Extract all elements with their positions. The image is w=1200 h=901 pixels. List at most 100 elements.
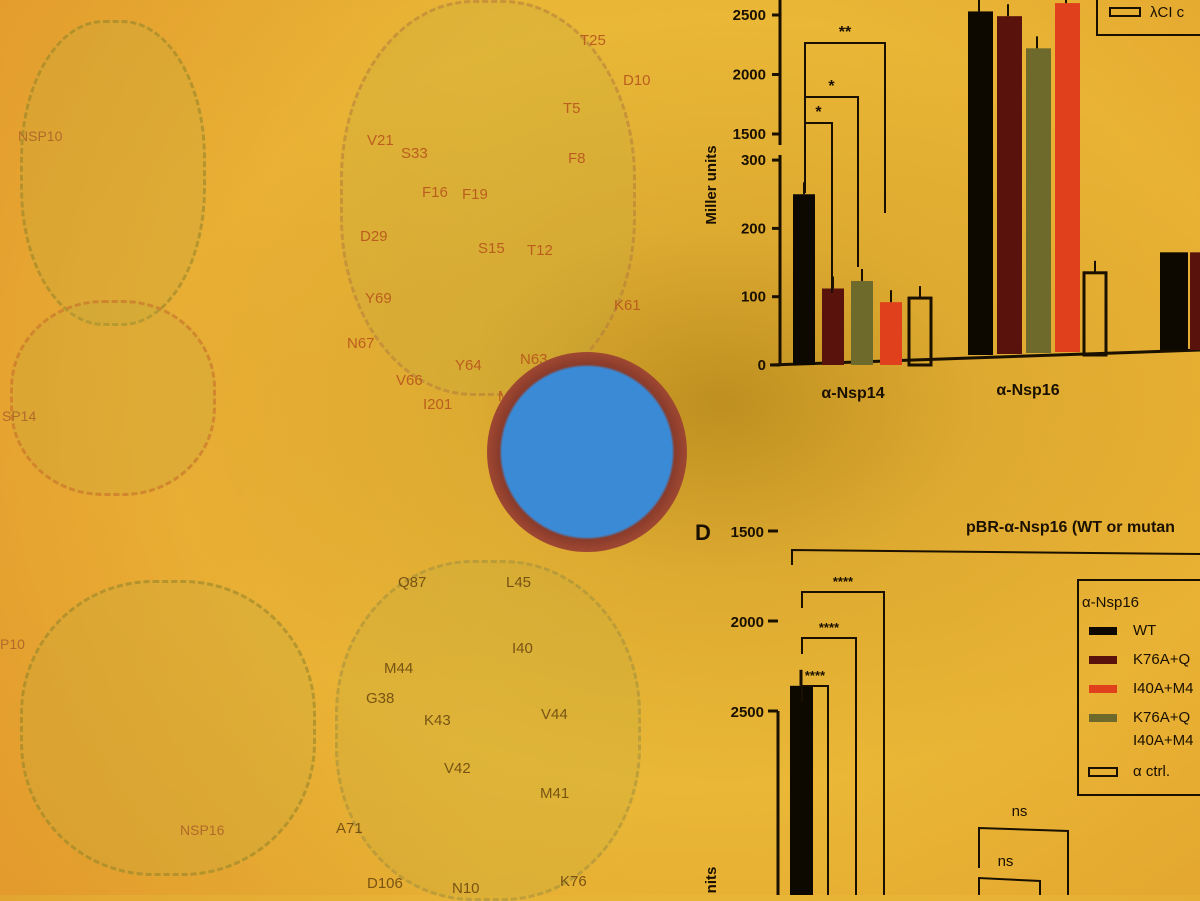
residue-label: F16: [422, 184, 448, 201]
residue-label: T5: [563, 100, 581, 117]
legend-swatch: [1089, 627, 1117, 635]
bar: [1055, 3, 1080, 142]
legend-swatch: [1089, 656, 1117, 664]
category-label: α-Nsp16: [996, 382, 1059, 399]
y-tick-label: 2500: [731, 704, 764, 721]
legend-label: α ctrl.: [1133, 763, 1170, 780]
significance-bracket: [804, 42, 886, 213]
significance-bracket: [978, 876, 1041, 895]
legend-box: [1077, 579, 1200, 796]
legend-label: λCI c: [1150, 4, 1185, 21]
residue-label: K61: [614, 297, 641, 314]
legend-swatch: [1109, 7, 1141, 17]
residue-label: K43: [424, 712, 451, 729]
category-label: α-Nsp14: [821, 385, 884, 402]
top-interface-closeup: [340, 0, 636, 396]
bar: [851, 280, 873, 365]
significance-bracket: [791, 548, 1200, 565]
legend-label: K76A+Q: [1133, 651, 1190, 668]
residue-label: I201: [423, 396, 453, 413]
residue-label: V21: [367, 132, 394, 149]
residue-label: Y69: [365, 290, 392, 307]
legend-swatch: [1088, 767, 1118, 777]
significance-marker: *: [828, 78, 835, 95]
residue-label: D10: [623, 72, 651, 89]
bar: [968, 140, 993, 355]
y-tick-label: 1500: [733, 126, 766, 143]
residue-label: N67: [347, 335, 375, 352]
residue-label: A71: [336, 820, 363, 837]
bar: [1160, 252, 1188, 350]
chart-title: pBR-α-Nsp16 (WT or mutan: [966, 519, 1175, 536]
y-tick-label: 2500: [733, 7, 766, 24]
bar-wt: [790, 685, 813, 895]
bar: [822, 288, 844, 365]
bar: [907, 296, 933, 367]
bar: [880, 302, 902, 365]
bar: [1026, 140, 1051, 353]
residue-label: V42: [444, 760, 471, 777]
residue-label: F19: [462, 186, 488, 203]
bar: [1055, 140, 1080, 352]
legend-title: α-Nsp16: [1082, 594, 1139, 611]
bar: [793, 194, 815, 365]
residue-label: G38: [366, 690, 395, 707]
bar: [1190, 252, 1200, 350]
residue-label: Q87: [398, 574, 427, 591]
y-tick-label: 300: [741, 152, 766, 169]
residue-label: L45: [506, 574, 532, 591]
bar: [1026, 48, 1051, 142]
legend-swatch: [1089, 714, 1117, 722]
residue-label: T12: [527, 242, 553, 259]
residue-label: Y64: [455, 357, 482, 374]
label-nsp14: SP14: [2, 408, 37, 424]
significance-marker: **: [839, 24, 852, 41]
bar: [968, 11, 993, 143]
label-p10: P10: [0, 636, 25, 652]
significance-bracket: [801, 685, 829, 895]
nsp10-nsp16-structure: [20, 580, 316, 876]
residue-label: S33: [401, 145, 428, 162]
residue-label: K76: [560, 873, 587, 890]
y-axis-label: nits: [703, 867, 720, 894]
y-tick-label: 100: [741, 289, 766, 306]
bar: [997, 16, 1022, 142]
legend-label: I40A+M4: [1133, 680, 1193, 697]
panel-label: D: [695, 520, 711, 545]
legend-label: K76A+Q: [1133, 709, 1190, 726]
residue-label: D29: [360, 228, 388, 245]
significance-bracket: [978, 826, 1069, 895]
bar: [1082, 271, 1108, 357]
significance-bracket: [801, 591, 885, 895]
residue-label: D106: [367, 875, 403, 892]
residue-label: F8: [568, 150, 586, 167]
residue-label: V66: [396, 372, 423, 389]
y-tick-label: 2000: [731, 614, 764, 631]
legend-label: WT: [1133, 622, 1156, 639]
significance-marker: ns: [1012, 803, 1028, 820]
y-axis-label: Miller units: [703, 145, 720, 224]
residue-label: S15: [478, 240, 505, 257]
residue-label: T25: [580, 32, 606, 49]
y-tick-label: 2000: [733, 67, 766, 84]
significance-marker: ****: [833, 574, 854, 589]
label-nsp16: NSP16: [180, 822, 225, 838]
residue-label: M41: [540, 785, 570, 802]
significance-bracket: [801, 637, 857, 895]
nsp14-structure: [10, 300, 216, 496]
y-tick-label: 200: [741, 220, 766, 237]
bar: [997, 140, 1022, 354]
y-tick-label: 0: [758, 357, 766, 374]
y-tick-label: 1500: [731, 524, 764, 541]
significance-marker: ****: [805, 668, 826, 683]
bottom-interface-closeup: [335, 560, 641, 901]
residue-label: I40: [512, 640, 533, 657]
coronavirus-particle: [487, 352, 687, 552]
significance-marker: *: [815, 104, 822, 121]
legend-swatch: [1089, 685, 1117, 693]
significance-marker: ****: [819, 620, 840, 635]
legend-label: I40A+M4: [1133, 732, 1193, 749]
significance-marker: ns: [998, 853, 1014, 870]
legend-box: [1096, 0, 1200, 36]
